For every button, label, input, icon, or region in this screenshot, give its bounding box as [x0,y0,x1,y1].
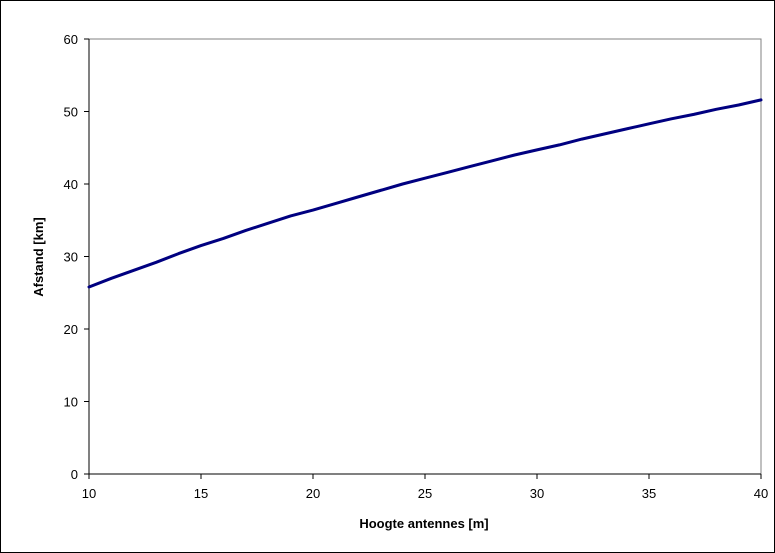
series-line [87,98,763,289]
x-tick-label: 30 [530,486,544,501]
y-tick-label: 10 [64,395,78,410]
x-tick-label: 20 [306,486,320,501]
y-axis: 0 10 20 30 40 50 60 [64,32,90,482]
y-tick-label: 30 [64,250,78,265]
series-layer [87,98,763,289]
x-tick-label: 10 [82,486,96,501]
y-axis-title: Afstand [km] [31,217,46,296]
x-axis: 10 15 20 25 30 35 40 [82,473,768,501]
plot-frame [88,38,762,475]
x-tick-label: 40 [754,486,768,501]
x-tick-label: 15 [194,486,208,501]
y-tick-label: 0 [71,467,78,482]
y-tick-label: 50 [64,105,78,120]
y-tick-label: 60 [64,32,78,47]
x-tick-label: 25 [418,486,432,501]
x-tick-label: 35 [642,486,656,501]
x-axis-title: Hoogte antennes [m] [359,516,488,531]
plot-area [88,38,762,475]
y-tick-label: 40 [64,177,78,192]
y-tick-label: 20 [64,322,78,337]
